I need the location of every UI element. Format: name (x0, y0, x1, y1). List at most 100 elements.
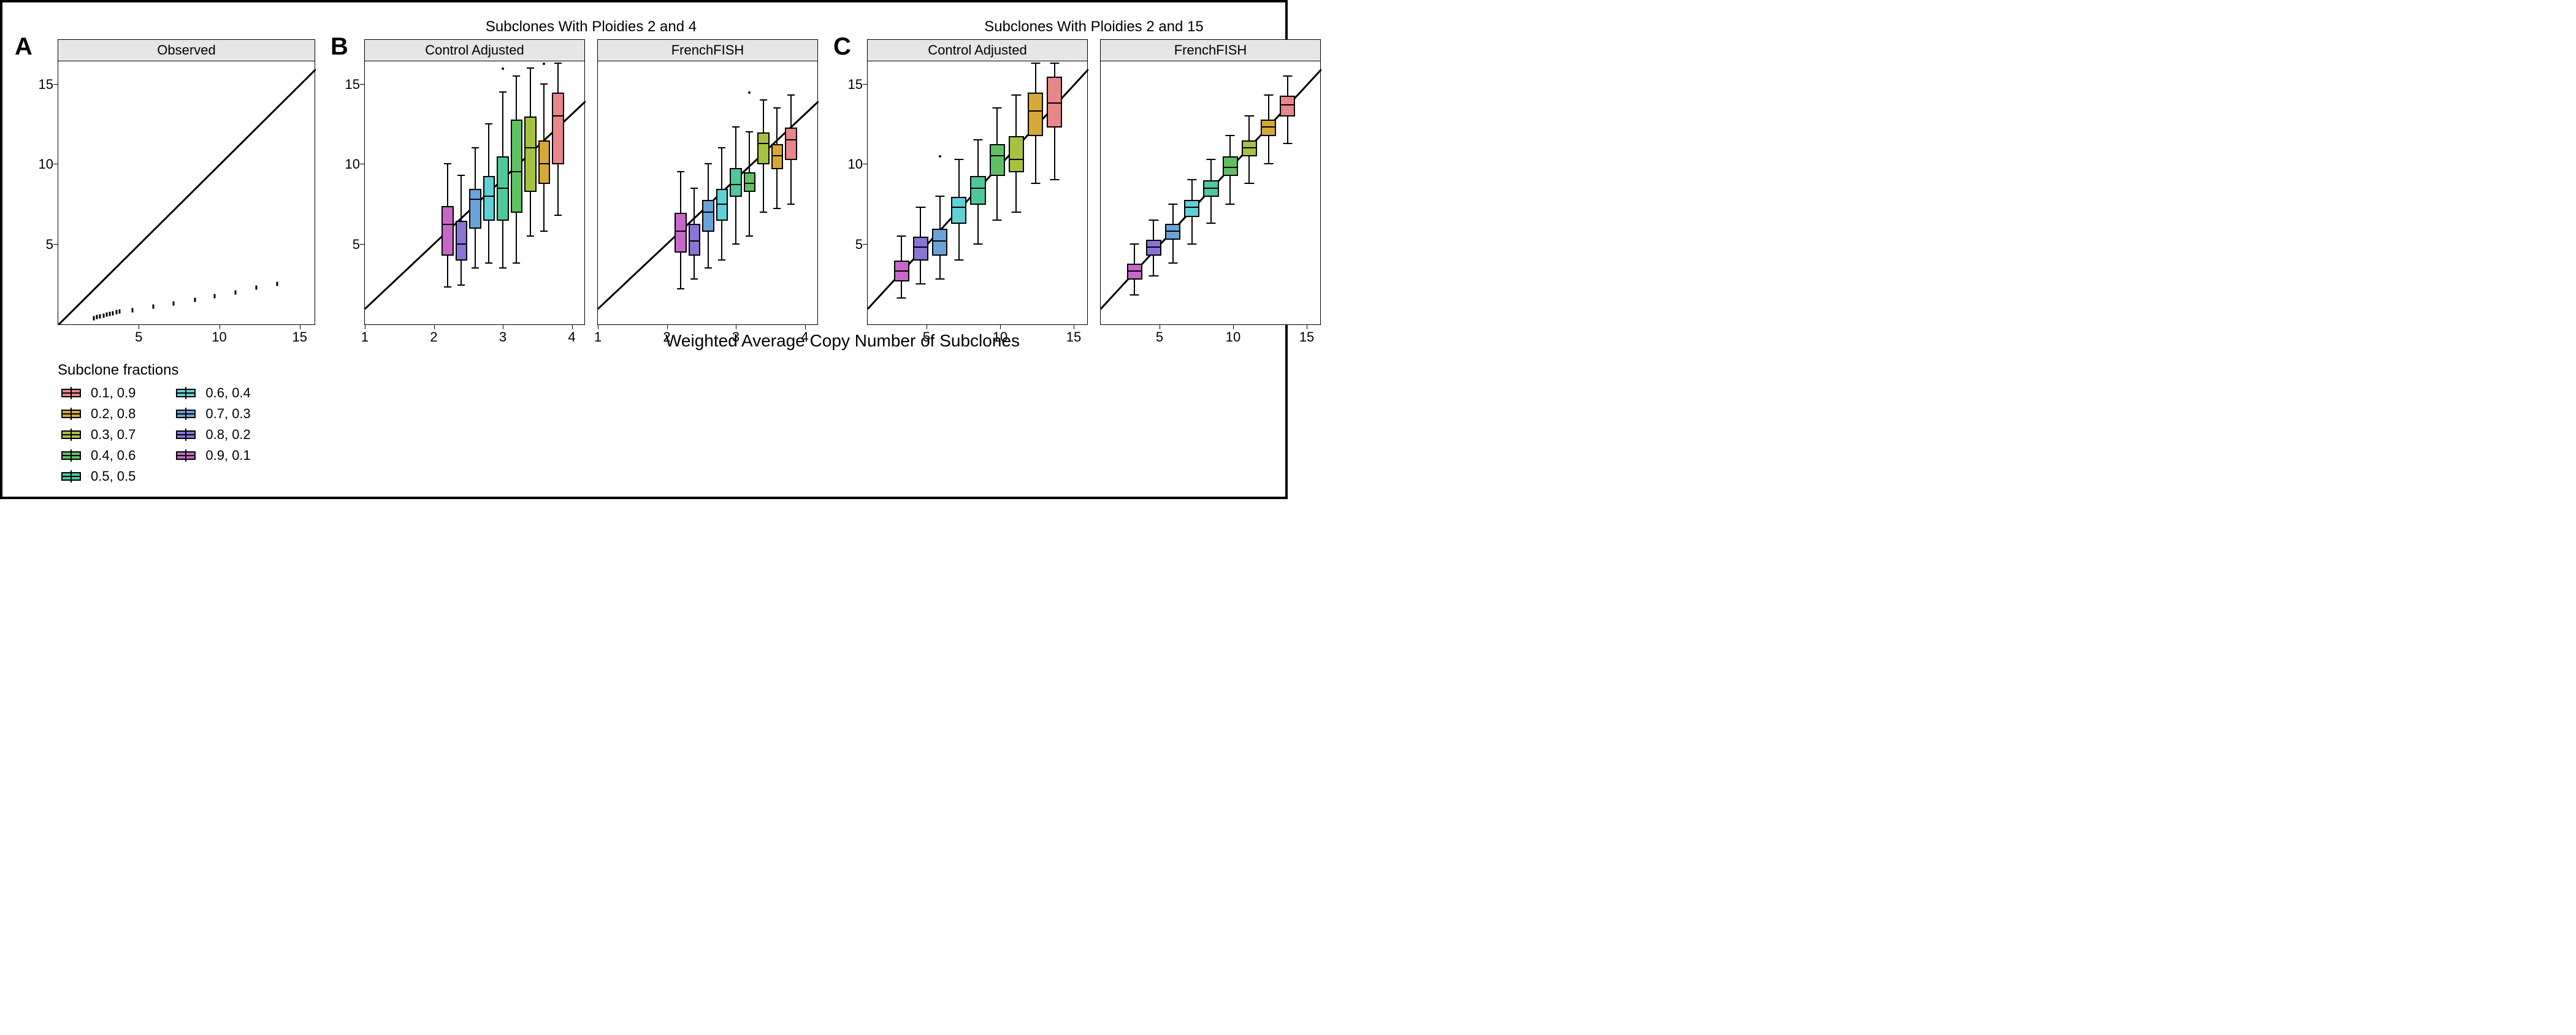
panels-row: AEstimated Copy NumberObserved5101551015… (15, 15, 1273, 325)
facet-strip: FrenchFISH (1100, 39, 1321, 61)
legend-label: 0.1, 0.9 (91, 385, 136, 401)
boxplot (469, 61, 481, 324)
panel-A: AEstimated Copy NumberObserved5101551015 (58, 39, 315, 325)
legend-item: 0.3, 0.7 (58, 427, 136, 443)
y-tick-label: 10 (334, 156, 365, 172)
scatter-point (102, 313, 104, 318)
boxplot (483, 61, 495, 324)
boxplot (675, 61, 687, 324)
boxplot (1165, 61, 1180, 324)
x-tick-mark (805, 324, 806, 329)
boxplot (1280, 61, 1295, 324)
boxplot (552, 61, 564, 324)
y-tick-mark (360, 244, 365, 245)
y-tick-label: 5 (837, 237, 868, 253)
boxplot (894, 61, 909, 324)
legend-label: 0.6, 0.4 (205, 385, 250, 401)
boxplot (716, 61, 728, 324)
legend-swatch (58, 408, 85, 420)
plot-area: 51015 (1100, 61, 1321, 325)
y-tick-label: 15 (837, 77, 868, 93)
y-tick-mark (53, 244, 58, 245)
legend-item: 0.1, 0.9 (58, 385, 136, 401)
boxplot (990, 61, 1005, 324)
boxplot (970, 61, 985, 324)
boxplot (785, 61, 797, 324)
x-tick-mark (667, 324, 668, 329)
facet-strip: Control Adjusted (867, 39, 1088, 61)
boxplot (1047, 61, 1062, 324)
x-tick-mark (1000, 324, 1001, 329)
boxplot (1203, 61, 1218, 324)
boxplot (538, 61, 551, 324)
boxplot (524, 61, 537, 324)
panel-letter-B: B (331, 33, 348, 61)
legend-label: 0.3, 0.7 (91, 427, 136, 443)
legend-swatch (172, 408, 199, 420)
legend-label: 0.9, 0.1 (205, 448, 250, 464)
panel-C-title: Subclones With Ploidies 2 and 15 (867, 18, 1321, 36)
x-tick-mark (1233, 324, 1234, 329)
scatter-point (194, 297, 196, 302)
boxplot (689, 61, 701, 324)
y-tick-label: 15 (28, 77, 58, 93)
legend-item: 0.6, 0.4 (172, 385, 250, 401)
scatter-point (152, 305, 154, 309)
legend-swatch (172, 449, 199, 462)
panel-letter-C: C (833, 33, 851, 61)
plot-area: 1234 (597, 61, 818, 325)
boxplot (913, 61, 928, 324)
panel-C: CSubclones With Ploidies 2 and 15Control… (867, 39, 1321, 325)
y-tick-label: 15 (334, 77, 365, 93)
boxplot (456, 61, 468, 324)
boxplot (441, 61, 454, 324)
panel-letter-A: A (15, 33, 32, 61)
boxplot (702, 61, 714, 324)
boxplot (932, 61, 947, 324)
legend-column: 0.1, 0.90.2, 0.80.3, 0.70.4, 0.60.5, 0.5 (58, 385, 136, 484)
panel-B: BSubclones With Ploidies 2 and 4Control … (364, 39, 818, 325)
boxplot (1009, 61, 1024, 324)
scatter-point (99, 314, 101, 318)
scatter-point (131, 308, 133, 312)
scatter-point (112, 311, 114, 315)
scatter-point (93, 316, 94, 320)
y-tick-label: 5 (28, 237, 58, 253)
boxplot (1242, 61, 1257, 324)
boxplot (730, 61, 742, 324)
facet-strip: FrenchFISH (597, 39, 818, 61)
boxplot (744, 61, 756, 324)
scatter-point (105, 313, 107, 317)
legend-label: 0.2, 0.8 (91, 406, 136, 422)
legend-swatch (58, 470, 85, 483)
legend-item: 0.9, 0.1 (172, 448, 250, 464)
legend-item: 0.4, 0.6 (58, 448, 136, 464)
legend-label: 0.8, 0.2 (205, 427, 250, 443)
scatter-point (277, 281, 278, 286)
scatter-point (255, 286, 257, 290)
legend-swatch (58, 387, 85, 399)
legend-label: 0.4, 0.6 (91, 448, 136, 464)
boxplot (771, 61, 784, 324)
legend-swatch (58, 449, 85, 462)
boxplot (757, 61, 770, 324)
plot-area: 510151234 (364, 61, 585, 325)
legend-label: 0.7, 0.3 (205, 406, 250, 422)
scatter-point (118, 310, 120, 314)
legend-item: 0.7, 0.3 (172, 406, 250, 422)
figure-container: AEstimated Copy NumberObserved5101551015… (0, 0, 1288, 499)
boxplot (1146, 61, 1161, 324)
y-tick-mark (360, 84, 365, 85)
scatter-point (109, 312, 111, 316)
boxplot (497, 61, 509, 324)
y-tick-mark (863, 84, 868, 85)
plot-area: 5101551015 (58, 61, 315, 325)
facet-strip: Control Adjusted (364, 39, 585, 61)
legend-item: 0.8, 0.2 (172, 427, 250, 443)
y-tick-mark (863, 244, 868, 245)
y-tick-label: 10 (837, 156, 868, 172)
scatter-point (115, 310, 117, 315)
boxplot (1184, 61, 1199, 324)
y-tick-label: 5 (334, 237, 365, 253)
boxplot (1028, 61, 1043, 324)
